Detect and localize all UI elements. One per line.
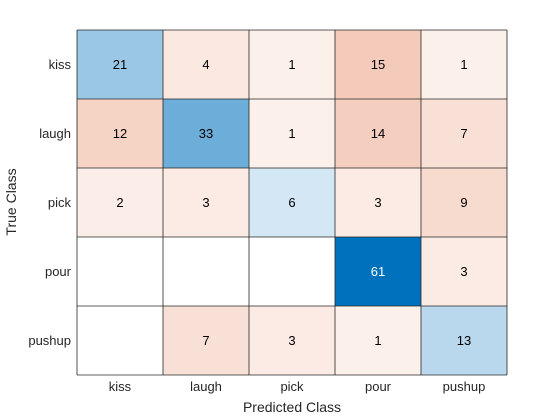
cell-value: 6 xyxy=(288,195,295,210)
cell-value: 7 xyxy=(460,126,467,141)
y-axis-title: True Class xyxy=(3,168,19,235)
cell-pick-kiss xyxy=(77,168,163,237)
cell-value: 14 xyxy=(371,126,385,141)
cell-pour-laugh xyxy=(163,237,249,306)
y-tick-label: pick xyxy=(48,195,72,210)
cell-pushup-kiss xyxy=(77,306,163,375)
cell-value: 3 xyxy=(288,333,295,348)
x-tick-label: pour xyxy=(365,379,392,394)
cell-value: 9 xyxy=(460,195,467,210)
matrix-cells: 21 4 1 15 1 12 33 1 14 7 2 3 6 3 9 61 3 7 3 1 13 xyxy=(77,30,507,375)
x-tick-label: kiss xyxy=(109,379,132,394)
cell-value: 1 xyxy=(288,126,295,141)
cell-value: 61 xyxy=(371,264,385,279)
cell-kiss-laugh xyxy=(163,30,249,99)
cell-value: 1 xyxy=(460,57,467,72)
cell-laugh-pour xyxy=(335,99,421,168)
cell-pushup-laugh xyxy=(163,306,249,375)
cell-value: 7 xyxy=(202,333,209,348)
cell-pour-pour xyxy=(335,237,421,306)
cell-pick-pick xyxy=(249,168,335,237)
cell-value: 1 xyxy=(374,333,381,348)
cell-pour-pick xyxy=(249,237,335,306)
y-tick-label: laugh xyxy=(39,126,71,141)
cell-pour-kiss xyxy=(77,237,163,306)
y-tick-labels: kiss laugh pick pour pushup xyxy=(28,57,71,348)
cell-kiss-pushup xyxy=(421,30,507,99)
cell-laugh-kiss xyxy=(77,99,163,168)
y-tick-label: kiss xyxy=(49,57,72,72)
x-tick-labels: kiss laugh pick pour pushup xyxy=(109,379,486,394)
cell-pushup-pour xyxy=(335,306,421,375)
cell-value: 21 xyxy=(113,57,127,72)
cell-kiss-kiss xyxy=(77,30,163,99)
cell-pick-laugh xyxy=(163,168,249,237)
x-axis-title: Predicted Class xyxy=(243,399,341,415)
cell-pushup-pushup xyxy=(421,306,507,375)
cell-value: 1 xyxy=(288,57,295,72)
cell-pushup-pick xyxy=(249,306,335,375)
cell-value: 3 xyxy=(374,195,381,210)
cell-value: 12 xyxy=(113,126,127,141)
cell-laugh-pushup xyxy=(421,99,507,168)
x-tick-label: pushup xyxy=(443,379,486,394)
cell-value: 15 xyxy=(371,57,385,72)
y-tick-label: pushup xyxy=(28,333,71,348)
cell-value: 13 xyxy=(457,333,471,348)
x-tick-label: laugh xyxy=(190,379,222,394)
cell-laugh-laugh xyxy=(163,99,249,168)
cell-pick-pushup xyxy=(421,168,507,237)
cell-kiss-pour xyxy=(335,30,421,99)
cell-laugh-pick xyxy=(249,99,335,168)
matrix-grid xyxy=(76,29,508,376)
cell-value: 3 xyxy=(202,195,209,210)
cell-value: 3 xyxy=(460,264,467,279)
x-tick-label: pick xyxy=(280,379,304,394)
y-tick-label: pour xyxy=(45,264,72,279)
cell-value: 4 xyxy=(202,57,209,72)
cell-value: 2 xyxy=(116,195,123,210)
cell-pick-pour xyxy=(335,168,421,237)
cell-value: 33 xyxy=(199,126,213,141)
cell-kiss-pick xyxy=(249,30,335,99)
cell-pour-pushup xyxy=(421,237,507,306)
